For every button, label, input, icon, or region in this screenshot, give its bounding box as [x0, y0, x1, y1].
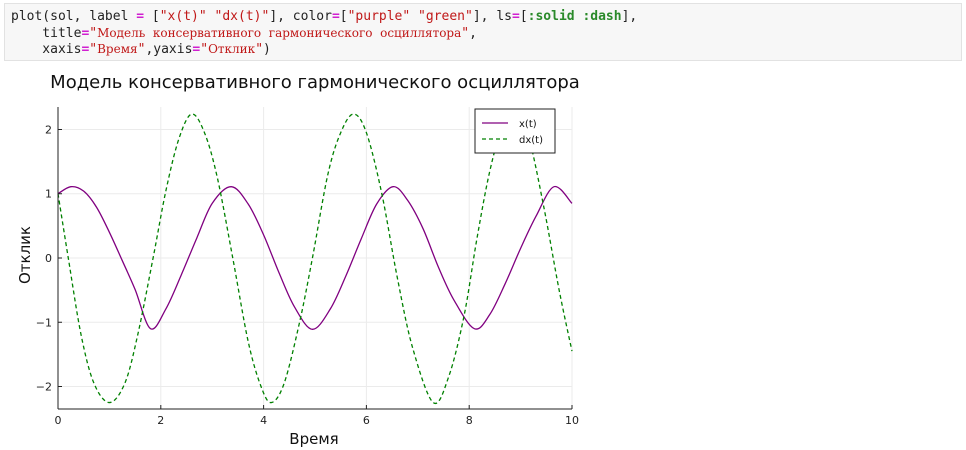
plot-frame [57, 107, 573, 410]
legend-x-label: x(t) [519, 119, 537, 130]
y-tick-label: −2 [36, 381, 52, 394]
grid [57, 107, 573, 409]
x-tick-label: 10 [565, 414, 579, 427]
y-tick-label: 2 [45, 123, 52, 136]
code-line-3: xaxis="Время",yaxis="Отклик") [11, 42, 271, 57]
y-tick-label: −1 [36, 316, 52, 329]
x-tick-label: 6 [363, 414, 370, 427]
x-tick-label: 8 [466, 414, 473, 427]
y-tick-label: 1 [45, 188, 52, 201]
x-tick-label: 0 [55, 414, 62, 427]
legend-dx-label: dx(t) [519, 135, 543, 146]
series-layer [57, 113, 573, 405]
chart-title: Модель консервативного гармонического ос… [50, 72, 580, 93]
legend: x(t) dx(t) [474, 108, 556, 154]
tick-labels: 0 2 4 6 8 10 −2 −1 0 1 2 [36, 123, 579, 427]
series-dx-line [57, 113, 573, 405]
y-tick-label: 0 [45, 252, 52, 265]
legend-box [474, 108, 556, 154]
x-tick-label: 2 [157, 414, 164, 427]
x-tick-label: 4 [260, 414, 267, 427]
plot-output: Модель консервативного гармонического ос… [16, 72, 580, 448]
code-line-1: plot(sol, label = ["x(t)" "dx(t)"], colo… [11, 9, 638, 24]
code-line-2: title="Модель консервативного гармоничес… [11, 26, 477, 41]
code-cell[interactable]: plot(sol, label = ["x(t)" "dx(t)"], colo… [4, 3, 962, 61]
series-x-line [57, 185, 573, 330]
y-axis-label: Отклик [16, 226, 34, 284]
x-axis-label: Время [289, 430, 338, 448]
